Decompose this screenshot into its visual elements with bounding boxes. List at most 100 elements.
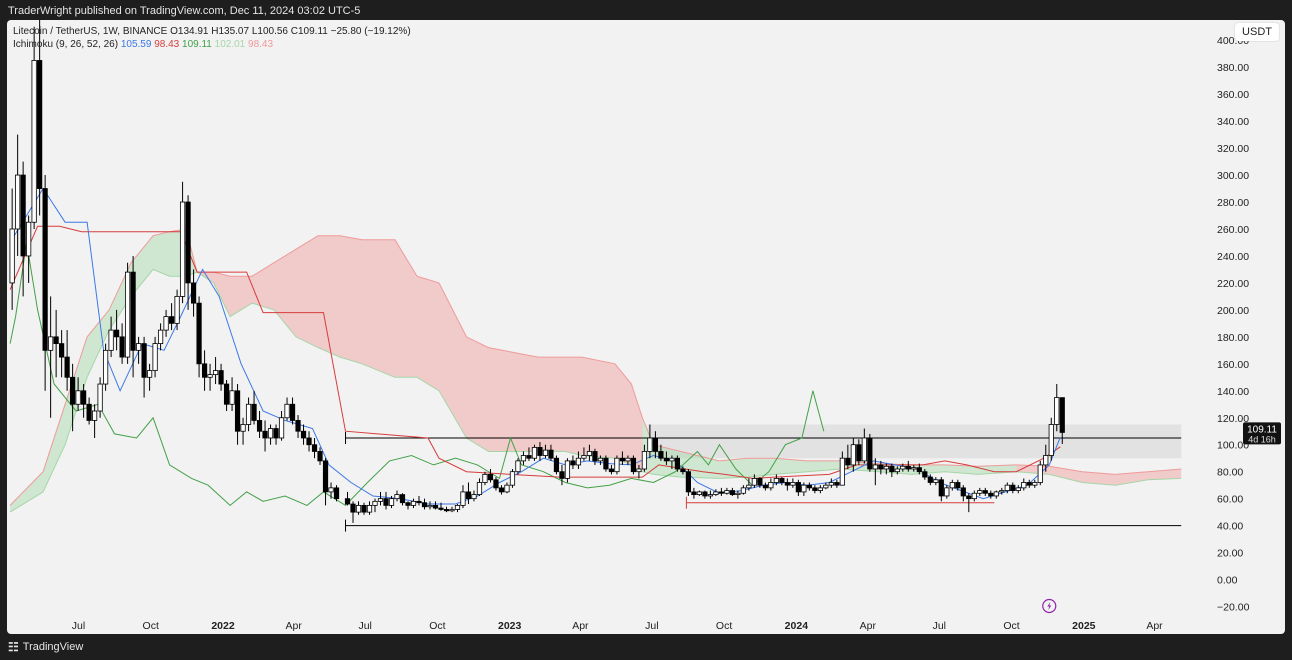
candle-body: [262, 430, 268, 439]
candle-body: [350, 503, 356, 513]
x-tick-label: 2022: [211, 620, 235, 632]
chart-frame[interactable]: 400.00 380.00 360.00 340.00 320.00 300.00 280.…: [7, 20, 1285, 634]
cloud-segment: [538, 357, 566, 452]
cloud-segment: [43, 404, 66, 492]
candle-body: [746, 484, 752, 489]
ichimoku-value: 98.43: [151, 39, 180, 50]
candle-body: [801, 484, 807, 493]
tenkan-line: [9, 187, 1061, 505]
y-tick-label: 340.00: [1217, 116, 1249, 128]
cloud-segment: [87, 309, 110, 378]
brand-name: TradingView: [22, 641, 84, 653]
candle-body: [960, 487, 966, 497]
candle-body: [207, 374, 213, 378]
cloud-segment: [274, 249, 296, 337]
cloud-segment: [318, 235, 340, 358]
candle-body: [619, 457, 626, 462]
candle-body: [70, 376, 76, 405]
tradingview-logo[interactable]: ☷ TradingView: [8, 640, 83, 654]
cloud-segment: [10, 471, 44, 513]
candle-body: [328, 487, 334, 493]
candle-body: [333, 487, 340, 500]
candle-body: [916, 467, 922, 473]
candle-body: [1004, 484, 1010, 491]
lightning-icon[interactable]: [1042, 598, 1057, 614]
candle-body: [59, 343, 65, 358]
x-tick-label: Jul: [358, 620, 371, 632]
candle-body: [1015, 487, 1021, 491]
candle-body: [1048, 424, 1054, 456]
candle-body: [773, 478, 779, 483]
y-tick-label: 320.00: [1217, 143, 1249, 155]
countdown-label: 4d 16h: [1248, 434, 1276, 444]
candle-body: [537, 447, 543, 456]
candle-body: [135, 343, 142, 351]
cloud-segment: [153, 231, 170, 277]
candle-body: [185, 201, 191, 284]
candle-body: [1032, 482, 1038, 486]
cloud-segment: [340, 235, 362, 364]
x-tick-label: Oct: [429, 620, 445, 632]
candle-body: [663, 457, 670, 462]
candle-body: [647, 437, 653, 452]
candle-body: [636, 468, 642, 473]
candle-body: [944, 487, 950, 497]
candle-body: [592, 451, 598, 462]
candle-body: [75, 390, 81, 405]
candle-body: [779, 478, 785, 483]
ichimoku-legend[interactable]: Ichimoku (9, 26, 52, 26) 105.59 98.43 10…: [13, 38, 411, 51]
currency-button[interactable]: USDT: [1235, 23, 1279, 41]
candle-body: [762, 484, 768, 489]
candle-body: [570, 460, 576, 466]
candle-body: [883, 465, 889, 470]
x-tick-label: Jul: [933, 620, 946, 632]
candle-body: [471, 494, 477, 500]
last-price-value: 109.11: [1247, 424, 1277, 435]
candle-body: [383, 498, 389, 506]
candle-body: [614, 457, 620, 473]
candle-body: [256, 420, 263, 432]
candle-body: [1021, 482, 1027, 489]
cloud-segment: [807, 460, 841, 472]
candle-body: [119, 336, 125, 358]
candle-body: [432, 504, 439, 509]
candle-body: [812, 487, 818, 491]
candle-body: [311, 444, 318, 452]
candle-body: [218, 370, 224, 385]
candle-body: [366, 504, 373, 513]
candle-body: [625, 457, 631, 462]
cloud-segment: [1115, 471, 1149, 486]
candle-body: [179, 201, 186, 297]
cloud-segment: [1049, 466, 1083, 483]
candle-body: [48, 336, 54, 351]
candle-body: [152, 343, 158, 371]
y-tick-label: 240.00: [1217, 251, 1249, 263]
cloud-segment: [230, 276, 253, 317]
candle-body: [498, 487, 505, 493]
symbol-ohlc: Litecoin / TetherUS, 1W, BINANCE O134.91…: [13, 26, 411, 37]
candle-body: [306, 437, 312, 446]
candle-body: [427, 504, 433, 508]
candle-body: [581, 455, 587, 459]
candle-body: [971, 492, 977, 500]
y-tick-label: 140.00: [1217, 386, 1249, 398]
candle-body: [421, 502, 428, 508]
candle-body: [201, 363, 208, 378]
price-chart[interactable]: 400.00380.00360.00340.00320.00300.00280.…: [7, 20, 1285, 634]
candle-body: [872, 464, 878, 470]
candle-body: [674, 457, 681, 470]
candle-body: [1037, 464, 1043, 483]
candle-body: [878, 464, 884, 470]
candle-body: [834, 482, 840, 486]
candle-body: [735, 492, 741, 496]
x-tick-label: Jul: [645, 620, 658, 632]
lightning-icon-bolt: [1047, 602, 1052, 610]
candle-body: [130, 271, 136, 351]
candle-body: [240, 424, 246, 432]
candle-body: [718, 491, 724, 494]
candle-body: [443, 509, 450, 512]
candle-body: [97, 383, 103, 412]
y-tick-label: 360.00: [1217, 89, 1249, 101]
cloud-segment: [296, 235, 318, 348]
candle-body: [630, 457, 637, 473]
